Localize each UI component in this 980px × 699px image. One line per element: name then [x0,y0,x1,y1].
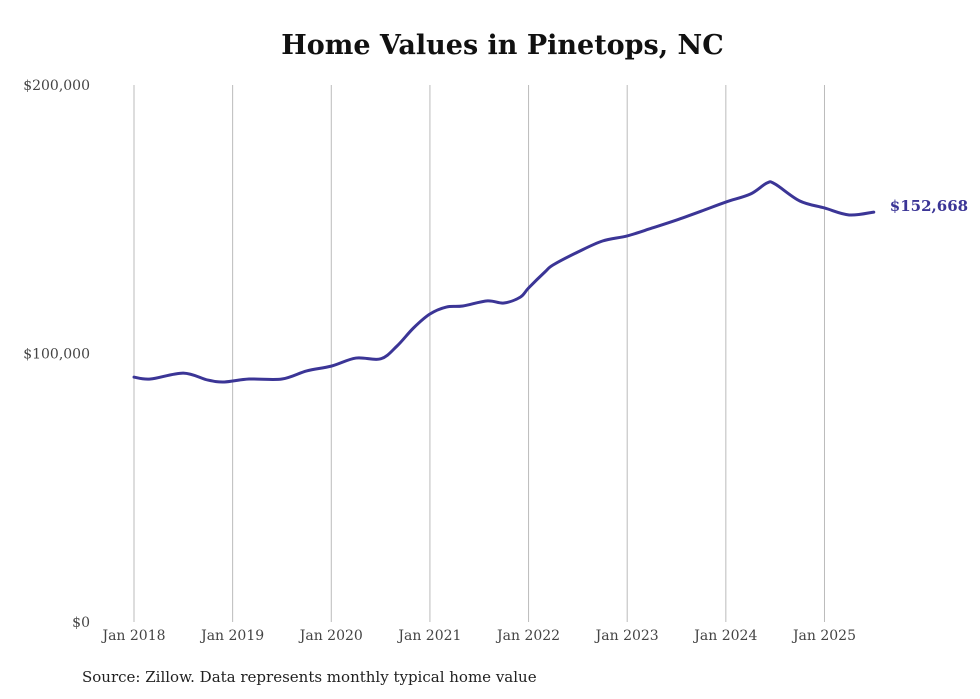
x-tick-label: Jan 2018 [100,628,165,644]
series-line [132,180,876,384]
x-tick-label: Jan 2023 [594,628,659,644]
x-tick-label: Jan 2022 [495,628,560,644]
x-tick-label: Jan 2024 [692,628,757,644]
y-tick-label: $200,000 [23,78,90,94]
end-value-label: $152,668 [890,197,968,215]
y-tick-label: $100,000 [23,347,90,363]
source-note: Source: Zillow. Data represents monthly … [82,668,537,686]
y-tick-label: $0 [72,615,90,631]
x-tick-label: Jan 2019 [199,628,264,644]
x-tick-label: Jan 2020 [298,628,363,644]
chart-title: Home Values in Pinetops, NC [281,30,724,61]
x-tick-label: Jan 2025 [791,628,856,644]
x-tick-label: Jan 2021 [396,628,461,644]
